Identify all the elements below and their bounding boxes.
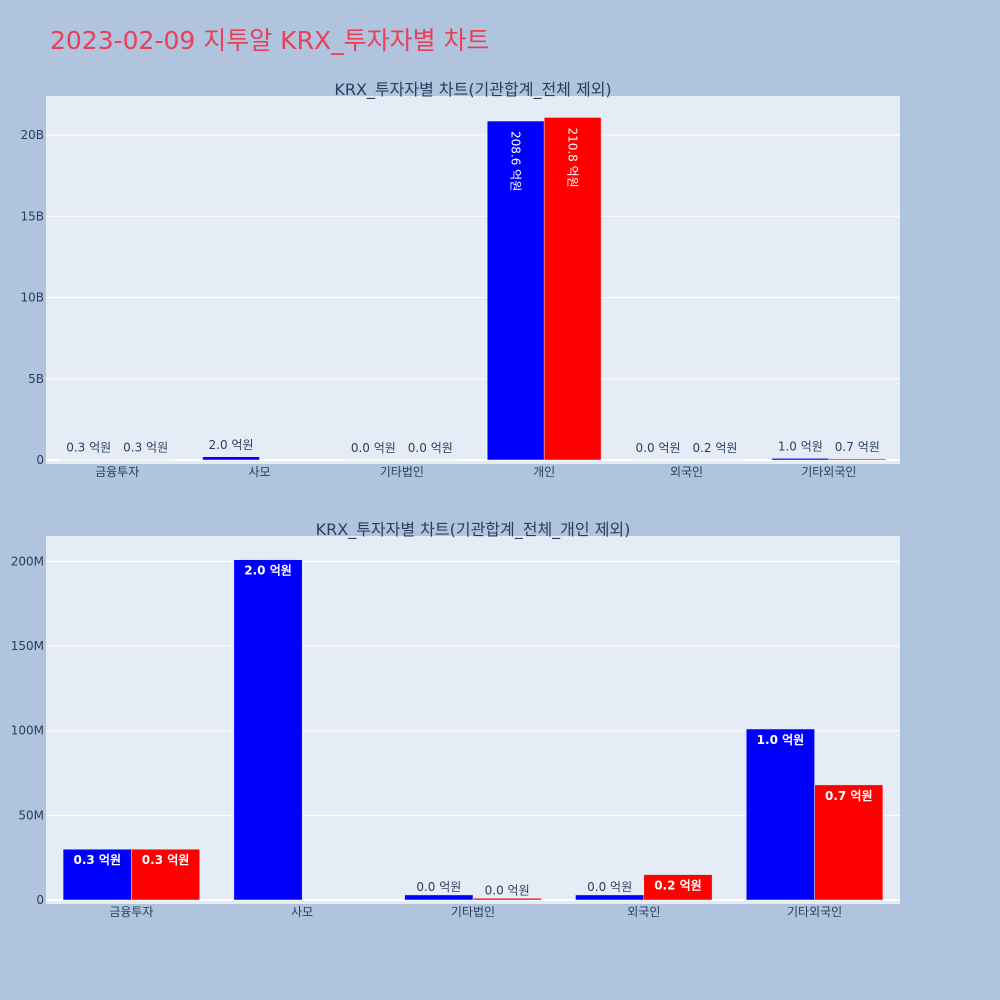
bar xyxy=(771,458,830,461)
plot-area xyxy=(46,96,900,464)
y-tick-label: 5B xyxy=(28,372,44,386)
bar xyxy=(62,848,132,901)
bar xyxy=(404,894,474,901)
data-label: 0.3 억원 xyxy=(73,853,121,867)
bar xyxy=(543,117,602,461)
x-tick-label: 기타외국인 xyxy=(787,905,842,919)
data-label: 210.8 억원 xyxy=(566,127,580,187)
x-tick-label: 사모 xyxy=(248,465,270,479)
x-tick-label: 기타법인 xyxy=(451,905,495,919)
y-tick-label: 150M xyxy=(11,639,44,653)
y-tick-label: 50M xyxy=(18,808,44,822)
data-label: 208.6 억원 xyxy=(509,131,523,191)
data-label: 0.3 억원 xyxy=(142,853,190,867)
data-label: 0.0 억원 xyxy=(408,441,453,455)
page-title: 2023-02-09 지투알 KRX_투자자별 차트 xyxy=(50,26,490,55)
data-label: 2.0 억원 xyxy=(209,438,254,452)
chart-title: KRX_투자자별 차트(기관합계_전체_개인 제외) xyxy=(316,520,631,540)
y-tick-label: 15B xyxy=(20,209,44,223)
data-label: 0.7 억원 xyxy=(825,789,873,803)
data-label: 1.0 억원 xyxy=(757,733,805,747)
y-tick-label: 200M xyxy=(11,554,44,568)
data-label: 0.3 억원 xyxy=(66,441,111,455)
data-label: 1.0 억원 xyxy=(778,439,823,453)
data-label: 0.7 억원 xyxy=(835,440,880,454)
bar xyxy=(814,784,884,901)
bar xyxy=(575,894,645,901)
y-tick-label: 20B xyxy=(20,128,44,142)
data-label: 0.0 억원 xyxy=(587,880,632,894)
data-label: 0.0 억원 xyxy=(351,441,396,455)
data-label: 0.0 억원 xyxy=(636,441,681,455)
chart-top: KRX_투자자별 차트(기관합계_전체 제외) 0 5B 10B 15B 20B 금융투자… xyxy=(20,80,900,479)
x-tick-label: 사모 xyxy=(291,905,313,919)
x-tick-label: 외국인 xyxy=(627,905,660,919)
bar xyxy=(828,458,887,461)
y-tick-label: 100M xyxy=(11,724,44,738)
bar xyxy=(486,120,545,461)
bar xyxy=(233,559,303,901)
data-label: 0.0 억원 xyxy=(416,880,461,894)
y-tick-label: 0 xyxy=(36,453,44,467)
bar xyxy=(746,728,815,901)
y-tick-label: 10B xyxy=(20,291,44,305)
x-tick-label: 개인 xyxy=(533,465,555,479)
chart-bottom: KRX_투자자별 차트(기관합계_전체_개인 제외) 0 50M 100M 150M 2… xyxy=(11,520,900,919)
bar xyxy=(131,848,200,901)
data-label: 0.2 억원 xyxy=(692,441,737,455)
data-label: 0.0 억원 xyxy=(485,883,530,897)
chart-title: KRX_투자자별 차트(기관합계_전체 제외) xyxy=(334,80,611,100)
data-label: 0.3 억원 xyxy=(123,441,168,455)
data-label: 0.2 억원 xyxy=(654,879,702,893)
data-label: 2.0 억원 xyxy=(244,564,292,578)
bar xyxy=(202,456,260,461)
x-tick-label: 기타법인 xyxy=(380,465,424,479)
x-tick-label: 기타외국인 xyxy=(801,465,856,479)
y-tick-label: 0 xyxy=(36,893,44,907)
bar xyxy=(643,874,713,901)
x-tick-label: 외국인 xyxy=(670,465,703,479)
x-tick-label: 금융투자 xyxy=(95,465,139,479)
bar xyxy=(472,898,542,901)
x-tick-label: 금융투자 xyxy=(109,905,153,919)
